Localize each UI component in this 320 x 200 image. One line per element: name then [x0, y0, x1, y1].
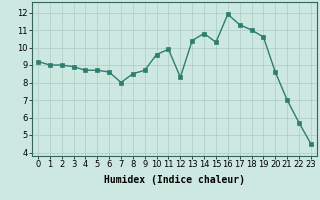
X-axis label: Humidex (Indice chaleur): Humidex (Indice chaleur) [104, 175, 245, 185]
